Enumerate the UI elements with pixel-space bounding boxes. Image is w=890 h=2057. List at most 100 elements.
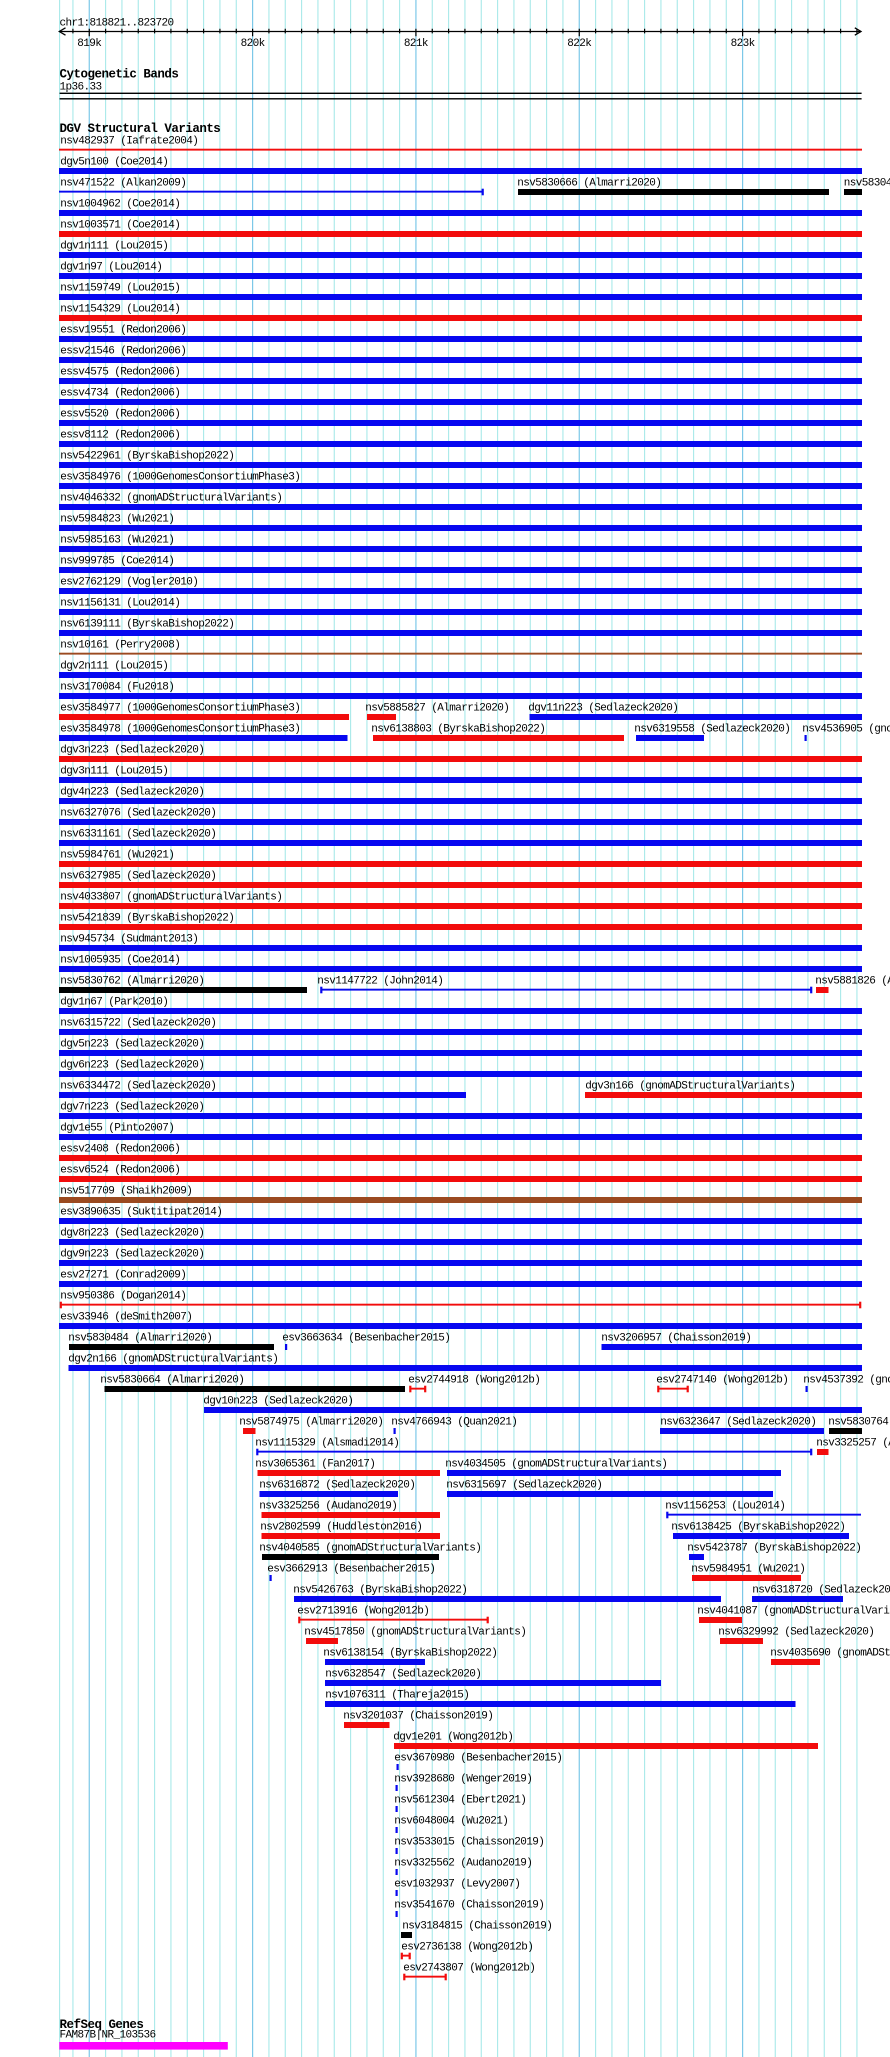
svg-text:nsv6138425 (ByrskaBishop2022): nsv6138425 (ByrskaBishop2022)	[671, 1522, 845, 1534]
svg-text:dgv6n223 (Sedlazeck2020): dgv6n223 (Sedlazeck2020)	[60, 1060, 204, 1072]
svg-text:esv2747140 (Wong2012b): esv2747140 (Wong2012b)	[656, 1375, 788, 1387]
svg-text:dgv4n223 (Sedlazeck2020): dgv4n223 (Sedlazeck2020)	[60, 787, 204, 799]
svg-text:dgv2n166 (gnomADStructuralVari: dgv2n166 (gnomADStructuralVariants)	[68, 1354, 278, 1366]
svg-text:nsv5426763 (ByrskaBishop2022): nsv5426763 (ByrskaBishop2022)	[293, 1585, 467, 1597]
svg-text:nsv3533015 (Chaisson2019): nsv3533015 (Chaisson2019)	[394, 1837, 544, 1849]
svg-text:FAM87B|NR_103536: FAM87B|NR_103536	[60, 2030, 156, 2042]
svg-text:nsv3928680 (Wenger2019): nsv3928680 (Wenger2019)	[394, 1774, 532, 1786]
svg-text:nsv3065361 (Fan2017): nsv3065361 (Fan2017)	[255, 1459, 375, 1471]
svg-text:essv19551 (Redon2006): essv19551 (Redon2006)	[60, 325, 186, 337]
svg-text:essv6524 (Redon2006): essv6524 (Redon2006)	[60, 1165, 180, 1177]
svg-text:essv21546 (Redon2006): essv21546 (Redon2006)	[60, 346, 186, 358]
svg-text:esv2736138 (Wong2012b): esv2736138 (Wong2012b)	[401, 1942, 533, 1954]
svg-text:nsv3325256 (Audano2019): nsv3325256 (Audano2019)	[259, 1501, 397, 1513]
svg-text:823k: 823k	[731, 38, 756, 50]
svg-text:esv2762129 (Vogler2010): esv2762129 (Vogler2010)	[60, 577, 198, 589]
svg-text:nsv5423787 (ByrskaBishop2022): nsv5423787 (ByrskaBishop2022)	[687, 1543, 861, 1555]
svg-text:dgv2n111 (Lou2015): dgv2n111 (Lou2015)	[60, 661, 168, 673]
svg-text:nsv6315722 (Sedlazeck2020): nsv6315722 (Sedlazeck2020)	[60, 1018, 216, 1030]
svg-text:nsv4035690 (gnomADStructuralVa: nsv4035690 (gnomADStructuralVariants)	[770, 1648, 890, 1660]
svg-text:nsv1005935 (Coe2014): nsv1005935 (Coe2014)	[60, 955, 180, 967]
svg-text:RefSeq Genes: RefSeq Genes	[60, 2018, 144, 2032]
svg-text:nsv3170084 (Fu2018): nsv3170084 (Fu2018)	[60, 682, 174, 694]
svg-text:nsv4034505 (gnomADStructuralVa: nsv4034505 (gnomADStructuralVariants)	[445, 1459, 667, 1471]
svg-text:nsv1159749 (Lou2015): nsv1159749 (Lou2015)	[60, 283, 180, 295]
svg-text:nsv1147722 (John2014): nsv1147722 (John2014)	[317, 976, 443, 988]
svg-text:nsv5421839 (ByrskaBishop2022): nsv5421839 (ByrskaBishop2022)	[60, 913, 234, 925]
svg-text:nsv6329992 (Sedlazeck2020): nsv6329992 (Sedlazeck2020)	[718, 1627, 874, 1639]
svg-text:nsv6323647 (Sedlazeck2020): nsv6323647 (Sedlazeck2020)	[660, 1417, 816, 1429]
svg-text:nsv5830468 (Almarri2020): nsv5830468 (Almarri2020)	[844, 178, 890, 190]
svg-text:dgv1n97 (Lou2014): dgv1n97 (Lou2014)	[60, 262, 162, 274]
svg-text:nsv6327076 (Sedlazeck2020): nsv6327076 (Sedlazeck2020)	[60, 808, 216, 820]
svg-text:dgv1n111 (Lou2015): dgv1n111 (Lou2015)	[60, 241, 168, 253]
svg-text:dgv8n223 (Sedlazeck2020): dgv8n223 (Sedlazeck2020)	[60, 1228, 204, 1240]
svg-text:nsv6327985 (Sedlazeck2020): nsv6327985 (Sedlazeck2020)	[60, 871, 216, 883]
svg-text:nsv4041087 (gnomADStructuralVa: nsv4041087 (gnomADStructuralVariants)	[697, 1606, 890, 1618]
svg-text:nsv3184815 (Chaisson2019): nsv3184815 (Chaisson2019)	[402, 1921, 552, 1933]
svg-text:nsv1115329 (Alsmadi2014): nsv1115329 (Alsmadi2014)	[255, 1438, 399, 1450]
svg-text:essv4575 (Redon2006): essv4575 (Redon2006)	[60, 367, 180, 379]
svg-text:822k: 822k	[567, 38, 592, 50]
svg-text:nsv6138803 (ByrskaBishop2022): nsv6138803 (ByrskaBishop2022)	[371, 724, 545, 736]
svg-text:nsv471522 (Alkan2009): nsv471522 (Alkan2009)	[60, 178, 186, 190]
svg-text:820k: 820k	[241, 38, 266, 50]
svg-text:nsv517709 (Shaikh2009): nsv517709 (Shaikh2009)	[60, 1186, 192, 1198]
svg-text:dgv5n223 (Sedlazeck2020): dgv5n223 (Sedlazeck2020)	[60, 1039, 204, 1051]
svg-text:nsv6318720 (Sedlazeck2020): nsv6318720 (Sedlazeck2020)	[752, 1585, 890, 1597]
svg-text:nsv6316872 (Sedlazeck2020): nsv6316872 (Sedlazeck2020)	[259, 1480, 415, 1492]
svg-text:esv1032937 (Levy2007): esv1032937 (Levy2007)	[394, 1879, 520, 1891]
svg-text:nsv4040585 (gnomADStructuralVa: nsv4040585 (gnomADStructuralVariants)	[259, 1543, 481, 1555]
svg-text:nsv1076311 (Thareja2015): nsv1076311 (Thareja2015)	[325, 1690, 469, 1702]
svg-text:1p36.33: 1p36.33	[60, 82, 102, 94]
svg-text:esv3662913 (Besenbacher2015): esv3662913 (Besenbacher2015)	[267, 1564, 435, 1576]
svg-text:esv33946 (deSmith2007): esv33946 (deSmith2007)	[60, 1312, 192, 1324]
svg-text:nsv6334472 (Sedlazeck2020): nsv6334472 (Sedlazeck2020)	[60, 1081, 216, 1093]
svg-text:esv3890635 (Suktitipat2014): esv3890635 (Suktitipat2014)	[60, 1207, 222, 1219]
svg-text:nsv5984761 (Wu2021): nsv5984761 (Wu2021)	[60, 850, 174, 862]
svg-text:nsv3201037 (Chaisson2019): nsv3201037 (Chaisson2019)	[343, 1711, 493, 1723]
svg-text:nsv6331161 (Sedlazeck2020): nsv6331161 (Sedlazeck2020)	[60, 829, 216, 841]
svg-text:essv8112 (Redon2006): essv8112 (Redon2006)	[60, 430, 180, 442]
svg-text:nsv5874975 (Almarri2020): nsv5874975 (Almarri2020)	[239, 1417, 383, 1429]
svg-text:nsv3325257 (Audano2019): nsv3325257 (Audano2019)	[816, 1438, 890, 1450]
svg-text:nsv4517850 (gnomADStructuralVa: nsv4517850 (gnomADStructuralVariants)	[304, 1627, 526, 1639]
svg-text:nsv6315697 (Sedlazeck2020): nsv6315697 (Sedlazeck2020)	[446, 1480, 602, 1492]
svg-text:nsv1154329 (Lou2014): nsv1154329 (Lou2014)	[60, 304, 180, 316]
svg-text:nsv1156131 (Lou2014): nsv1156131 (Lou2014)	[60, 598, 180, 610]
svg-text:nsv6139111 (ByrskaBishop2022): nsv6139111 (ByrskaBishop2022)	[60, 619, 234, 631]
svg-text:nsv5830764 (Almarri2020): nsv5830764 (Almarri2020)	[828, 1417, 890, 1429]
svg-text:nsv3541670 (Chaisson2019): nsv3541670 (Chaisson2019)	[394, 1900, 544, 1912]
svg-text:nsv5984951 (Wu2021): nsv5984951 (Wu2021)	[691, 1564, 805, 1576]
svg-text:nsv4537392 (gnomADStructuralVa: nsv4537392 (gnomADStructuralVariants)	[803, 1375, 890, 1387]
svg-text:nsv945734 (Sudmant2013): nsv945734 (Sudmant2013)	[60, 934, 198, 946]
svg-text:nsv5881826 (Almarri2020): nsv5881826 (Almarri2020)	[815, 976, 890, 988]
svg-text:nsv5830664 (Almarri2020): nsv5830664 (Almarri2020)	[100, 1375, 244, 1387]
svg-text:nsv482937 (Iafrate2004): nsv482937 (Iafrate2004)	[60, 136, 198, 148]
svg-text:nsv4033807 (gnomADStructuralVa: nsv4033807 (gnomADStructuralVariants)	[60, 892, 282, 904]
svg-text:esv3663634 (Besenbacher2015): esv3663634 (Besenbacher2015)	[282, 1333, 450, 1345]
svg-text:dgv3n111 (Lou2015): dgv3n111 (Lou2015)	[60, 766, 168, 778]
svg-text:dgv3n166 (gnomADStructuralVari: dgv3n166 (gnomADStructuralVariants)	[585, 1081, 795, 1093]
svg-text:dgv7n223 (Sedlazeck2020): dgv7n223 (Sedlazeck2020)	[60, 1102, 204, 1114]
svg-text:esv27271 (Conrad2009): esv27271 (Conrad2009)	[60, 1270, 186, 1282]
svg-text:nsv6138154 (ByrskaBishop2022): nsv6138154 (ByrskaBishop2022)	[323, 1648, 497, 1660]
svg-text:dgv1n67 (Park2010): dgv1n67 (Park2010)	[60, 997, 168, 1009]
svg-text:nsv1004962 (Coe2014): nsv1004962 (Coe2014)	[60, 199, 180, 211]
svg-text:esv3584976 (1000GenomesConsort: esv3584976 (1000GenomesConsortiumPhase3)	[60, 472, 300, 484]
svg-text:nsv950386 (Dogan2014): nsv950386 (Dogan2014)	[60, 1291, 186, 1303]
svg-text:Cytogenetic Bands: Cytogenetic Bands	[60, 68, 179, 82]
svg-text:819k: 819k	[77, 38, 102, 50]
svg-text:nsv4766943 (Quan2021): nsv4766943 (Quan2021)	[391, 1417, 517, 1429]
svg-text:DGV Structural Variants: DGV Structural Variants	[60, 122, 221, 136]
svg-text:nsv1156253 (Lou2014): nsv1156253 (Lou2014)	[665, 1501, 785, 1513]
svg-text:nsv2802599 (Huddleston2016): nsv2802599 (Huddleston2016)	[260, 1522, 422, 1534]
svg-text:nsv999785 (Coe2014): nsv999785 (Coe2014)	[60, 556, 174, 568]
svg-text:essv5520 (Redon2006): essv5520 (Redon2006)	[60, 409, 180, 421]
svg-text:nsv3325562 (Audano2019): nsv3325562 (Audano2019)	[394, 1858, 532, 1870]
svg-text:nsv5830484 (Almarri2020): nsv5830484 (Almarri2020)	[68, 1333, 212, 1345]
svg-text:nsv5984823 (Wu2021): nsv5984823 (Wu2021)	[60, 514, 174, 526]
svg-text:essv2408 (Redon2006): essv2408 (Redon2006)	[60, 1144, 180, 1156]
svg-text:nsv5830666 (Almarri2020): nsv5830666 (Almarri2020)	[517, 178, 661, 190]
svg-text:nsv6048004 (Wu2021): nsv6048004 (Wu2021)	[394, 1816, 508, 1828]
